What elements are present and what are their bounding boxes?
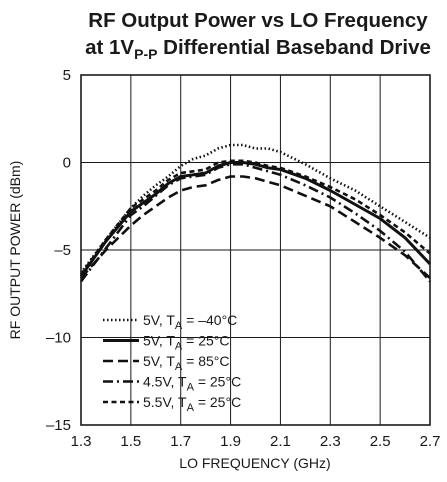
- legend-entry-prefix: 4.5V, T: [143, 374, 187, 390]
- x-tick-label: 2.3: [320, 433, 341, 450]
- legend-entry-subscript: A: [187, 382, 195, 394]
- legend-entry-suffix: = 25°C: [182, 333, 229, 349]
- legend-entry: 5.5V, TA = 25°C: [143, 394, 241, 414]
- chart-grid: [80, 74, 431, 426]
- legend-entry: 5V, TA = 25°C: [143, 333, 230, 353]
- series-line: [79, 163, 431, 283]
- chart-title-line2: at 1VP-P Differential Baseband Drive: [85, 36, 431, 62]
- legend-entry-subscript: A: [175, 341, 183, 353]
- legend-entry-subscript: A: [187, 402, 195, 414]
- chart-series: [79, 143, 432, 283]
- chart-title-line2-prefix: at 1V: [85, 36, 134, 59]
- legend-entry-subscript: A: [175, 320, 183, 332]
- axis-ticks: 1.3 1.5 1.7 1.9 2.1 2.3 2.5 2.7 –15 –10 –5 0 5: [46, 67, 440, 450]
- x-tick-label: 2.1: [270, 433, 291, 450]
- x-tick-label: 1.9: [220, 433, 241, 450]
- legend-entry-subscript: A: [175, 361, 183, 373]
- legend-entry-prefix: 5.5V, T: [143, 394, 187, 410]
- y-tick-label: –15: [46, 417, 71, 434]
- chart-title-line1: RF Output Power vs LO Frequency: [88, 9, 428, 32]
- series-line: [79, 161, 432, 278]
- x-tick-label: 2.5: [370, 433, 391, 450]
- chart-legend: 5V, TA = –40°C5V, TA = 25°C5V, TA = 85°C…: [103, 312, 241, 414]
- legend-entry: 5V, TA = 85°C: [143, 353, 230, 373]
- legend-entry-prefix: 5V, T: [143, 353, 175, 369]
- series-line: [79, 159, 431, 276]
- x-tick-label: 1.3: [71, 433, 92, 450]
- y-tick-label: 5: [63, 67, 71, 84]
- legend-entry-prefix: 5V, T: [143, 312, 175, 328]
- legend-entry: 5V, TA = –40°C: [143, 312, 237, 332]
- legend-entry-suffix: = 85°C: [182, 353, 229, 369]
- legend-entry-prefix: 5V, T: [143, 333, 175, 349]
- y-tick-label: 0: [63, 155, 71, 172]
- y-axis-label: RF OUTPUT POWER (dBm): [7, 161, 23, 340]
- legend-entry: 4.5V, TA = 25°C: [143, 374, 241, 394]
- y-tick-label: –5: [54, 242, 71, 259]
- y-tick-label: –10: [46, 330, 71, 347]
- series-line: [80, 175, 431, 279]
- legend-entry-suffix: = 25°C: [194, 394, 241, 410]
- x-axis-label: LO FREQUENCY (GHz): [179, 455, 330, 471]
- chart-title-line2-suffix: Differential Baseband Drive: [157, 36, 430, 59]
- x-tick-label: 1.7: [170, 433, 191, 450]
- series-line: [79, 143, 431, 274]
- legend-entry-suffix: = –40°C: [182, 312, 237, 328]
- x-tick-label: 1.5: [120, 433, 141, 450]
- plot-frame: [80, 74, 431, 426]
- x-tick-label: 2.7: [420, 433, 441, 450]
- chart-title-line2-subscript: P-P: [134, 46, 157, 62]
- legend-entry-suffix: = 25°C: [194, 374, 241, 390]
